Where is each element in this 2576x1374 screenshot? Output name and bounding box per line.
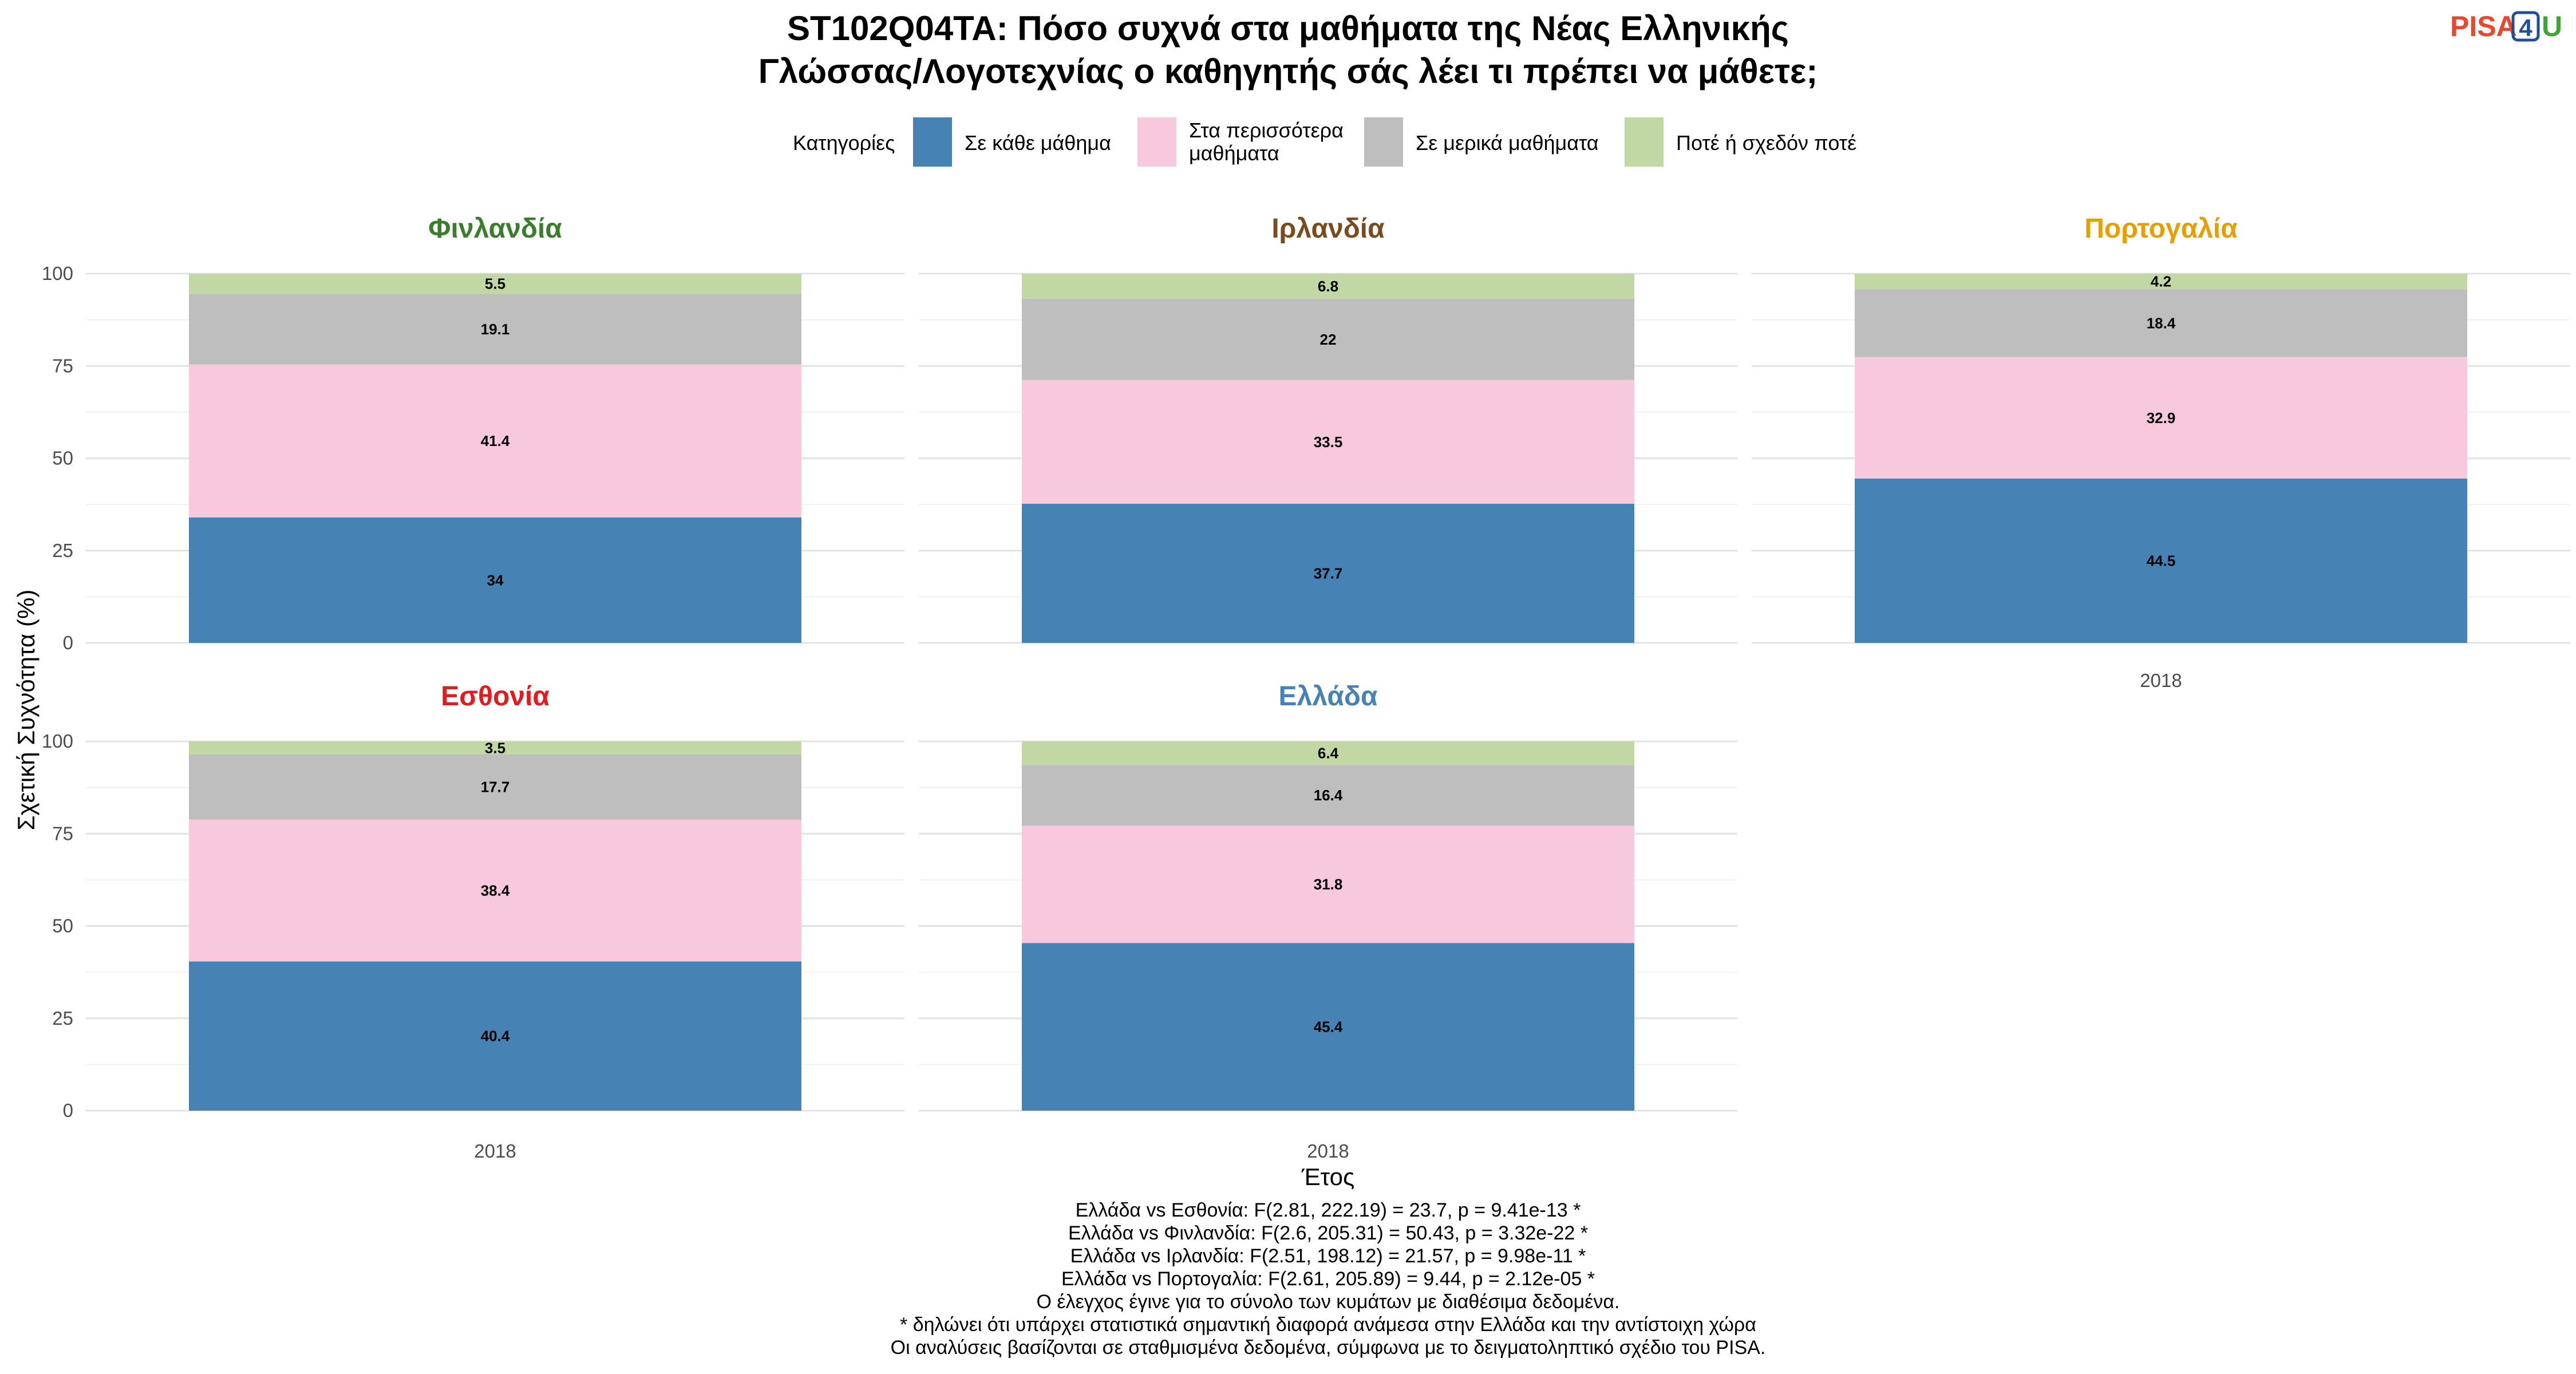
data-label-2-3: 22 [1320, 331, 1337, 348]
legend-label-2-line-2: μαθήματα [1189, 141, 1279, 165]
legend-label-1-line-1: Σε κάθε μάθημα [965, 131, 1111, 155]
data-label-3-3: 18.4 [2147, 314, 2176, 331]
bar-segment-5-1 [1022, 943, 1634, 1111]
bar-segment-3-2 [1855, 357, 2467, 479]
data-label-5-3: 16.4 [1314, 787, 1343, 804]
facet-title-5: Ελλάδα [1279, 681, 1378, 712]
logo-text-4: 4 [2519, 14, 2532, 41]
y-tick-label: 0 [63, 1100, 73, 1121]
panel-2: Ιρλανδία 37.7 33.5 22 6.8 [919, 214, 1737, 644]
bar-segment-2-4 [1022, 274, 1634, 299]
bar-segment-5-3 [1022, 765, 1634, 826]
footnote-line-5: Ο έλεγχος έγινε για το σύνολο των κυμάτω… [1037, 1291, 1620, 1313]
y-tick-label: 50 [52, 915, 73, 937]
data-label-3-4: 4.2 [2151, 273, 2171, 290]
data-label-5-4: 6.4 [1318, 745, 1339, 762]
legend-swatch-4 [1625, 117, 1664, 167]
data-label-3-1: 44.5 [2147, 552, 2176, 569]
logo-box [2511, 11, 2540, 42]
bar-segment-5-4 [1022, 741, 1634, 765]
logo-text-u: U [2542, 10, 2562, 42]
bar-segment-5-2 [1022, 826, 1634, 943]
panel-3: Πορτογαλία 44.5 32.9 18.4 4.2 2018 [1752, 214, 2570, 691]
data-label-2-4: 6.8 [1318, 278, 1338, 295]
footnote-line-3: Ελλάδα vs Ιρλανδία: F(2.51, 198.12) = 21… [1070, 1245, 1586, 1267]
x-tick-label: 2018 [1307, 1140, 1349, 1162]
bar-segment-4-4 [189, 741, 801, 755]
legend-swatch-1 [913, 117, 952, 167]
chart-title-line-2: Γλώσσας/Λογοτεχνίας ο καθηγητής σάς λέει… [758, 52, 1818, 90]
x-tick-label: 2018 [2140, 670, 2182, 691]
data-label-2-2: 33.5 [1314, 433, 1343, 451]
bar-segment-1-3 [189, 294, 801, 365]
facet-title-4: Εσθονία [441, 681, 550, 712]
data-label-1-1: 34 [487, 571, 504, 589]
legend-label-3-line-1: Σε μερικά μαθήματα [1416, 131, 1599, 155]
legend-title: Κατηγορίες [793, 131, 895, 155]
y-tick-label: 25 [52, 1008, 73, 1029]
panel-5: Ελλάδα 45.4 31.8 16.4 6.4 2018 [919, 681, 1737, 1162]
footnote-line-1: Ελλάδα vs Εσθονία: F(2.81, 222.19) = 23.… [1076, 1199, 1581, 1221]
x-tick-label: 2018 [474, 1140, 516, 1162]
footnote-line-4: Ελλάδα vs Πορτογαλία: F(2.61, 205.89) = … [1061, 1268, 1595, 1290]
data-label-3-2: 32.9 [2147, 409, 2176, 427]
bar-segment-3-4 [1855, 274, 2467, 290]
data-label-5-1: 45.4 [1314, 1018, 1343, 1036]
bar-segment-2-3 [1022, 298, 1634, 380]
bar-segment-2-1 [1022, 503, 1634, 643]
data-label-5-2: 31.8 [1314, 876, 1343, 893]
legend-label-4-line-1: Ποτέ ή σχεδόν ποτέ [1676, 131, 1856, 155]
bar-segment-4-2 [189, 819, 801, 962]
facet-title-2: Ιρλανδία [1271, 214, 1385, 244]
panel-1: 0 25 50 75 100 Φινλανδία 34 41.4 19.1 5.5 [42, 214, 904, 653]
footnote-line-2: Ελλάδα vs Φινλανδία: F(2.6, 205.31) = 50… [1068, 1222, 1588, 1244]
facet-title-3: Πορτογαλία [2084, 214, 2238, 244]
y-tick-label: 50 [52, 448, 73, 469]
footnote-line-6: * δηλώνει ότι υπάρχει στατιστικά σημαντι… [900, 1314, 1756, 1336]
bar-segment-3-3 [1855, 289, 2467, 357]
facet-title-1: Φινλανδία [428, 214, 562, 244]
y-tick-label: 0 [63, 632, 73, 653]
x-axis-title: Έτος [1301, 1163, 1355, 1190]
legend: Κατηγορίες Σε κάθε μάθημα Στα περισσότερα… [793, 117, 1856, 167]
bar-segment-1-2 [189, 364, 801, 518]
data-label-4-4: 3.5 [485, 739, 505, 756]
data-label-4-1: 40.4 [481, 1028, 510, 1045]
legend-label-2-line-1: Στα περισσότερα [1189, 119, 1344, 142]
chart-title-line-1: ST102Q04TA: Πόσο συχνά στα μαθήματα της … [787, 9, 1789, 48]
data-label-4-3: 17.7 [481, 779, 510, 796]
y-tick-label: 75 [52, 355, 73, 376]
facet-panels: 0 25 50 75 100 Φινλανδία 34 41.4 19.1 5.5 Ιρλανδία… [42, 214, 2570, 1162]
data-label-1-3: 19.1 [481, 321, 510, 338]
footnote-line-7: Οι αναλύσεις βασίζονται σε σταθμισμένα δ… [891, 1337, 1766, 1359]
logo-text-pisa: PISA [2450, 10, 2517, 42]
legend-swatch-3 [1364, 117, 1403, 167]
bar-segment-4-1 [189, 961, 801, 1111]
y-tick-label: 25 [52, 540, 73, 561]
bar-segment-2-2 [1022, 380, 1634, 504]
legend-swatch-2 [1137, 117, 1176, 167]
data-label-4-2: 38.4 [481, 882, 510, 899]
footnotes: Ελλάδα vs Εσθονία: F(2.81, 222.19) = 23.… [891, 1199, 1766, 1359]
bar-segment-1-1 [189, 517, 801, 643]
y-tick-label: 100 [42, 263, 73, 284]
bar-segment-1-4 [189, 274, 801, 294]
data-label-1-2: 41.4 [481, 432, 510, 449]
panel-4: 0 25 50 75 100 Εσθονία 40.4 38.4 17.7 3.5 2018 [42, 681, 904, 1162]
y-axis-title: Σχετική Συχνότητα (%) [13, 590, 39, 831]
y-tick-label: 100 [42, 731, 73, 752]
bar-segment-4-3 [189, 754, 801, 820]
data-label-2-1: 37.7 [1314, 564, 1343, 582]
bar-segment-3-1 [1855, 478, 2467, 643]
pisa4u-logo: PISA 4 U [2450, 10, 2562, 42]
y-tick-label: 75 [52, 823, 73, 844]
data-label-1-4: 5.5 [485, 275, 505, 293]
